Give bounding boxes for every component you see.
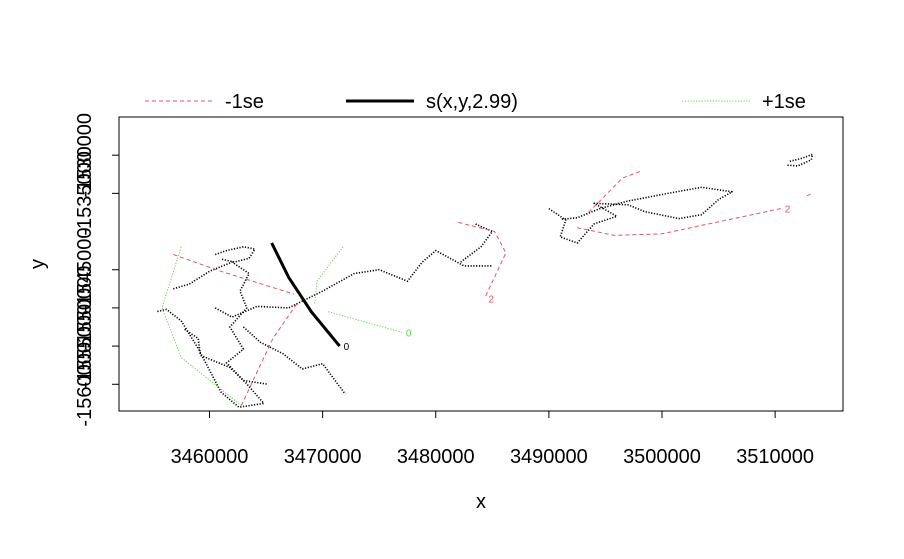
x-tick-label: 3500000 [623,446,701,468]
contour-lines: 0 2 2 0 [161,170,813,408]
contour-level-label: 2 [785,205,791,216]
x-axis-title: x [476,491,486,513]
coastline-outline [460,223,494,263]
contour-line [161,246,244,408]
x-tick-label: 3470000 [284,446,362,468]
x-tick-label: 3460000 [171,446,249,468]
legend: -1se s(x,y,2.99) +1se [145,91,806,113]
contour-line [270,242,341,348]
coastline-outline [242,326,346,395]
coastline-outline [156,261,265,408]
coastline-outline [214,246,256,263]
y-tick-label: -1550000 [74,266,96,351]
coastline-outline [184,328,269,386]
x-tick-label: 3480000 [397,446,475,468]
y-tick-label: -1530000 [74,113,96,198]
x-tick-label: 3490000 [510,446,588,468]
contour-level-label: 2 [488,295,494,306]
contour-line [588,170,643,213]
coastline-outlines [156,153,814,408]
contour-line [314,246,344,305]
contour-level-label: 0 [344,342,350,353]
x-tick-label: 3510000 [736,446,814,468]
y-tick-label: -1555000 [74,304,96,389]
legend-label: -1se [225,91,264,113]
y-axis-title: y [27,259,49,269]
contour-line [328,311,402,333]
contour-line [806,192,813,197]
x-axis: 3460000 3470000 3480000 3490000 3500000 35100… [171,410,814,468]
contour-line [577,208,781,236]
y-tick-label: -1545000 [74,227,96,312]
legend-label: +1se [762,91,806,113]
coastline-outline [214,249,493,318]
coastline-outline [548,186,733,244]
y-tick-label: -1535000 [74,151,96,236]
y-axis: -1530000-1535000-1545000-1550000-1555000… [74,113,120,427]
plot-frame [118,116,844,412]
contour-line [173,254,295,295]
coastline-outline [786,153,814,167]
legend-label: s(x,y,2.99) [426,91,518,113]
y-tick-label: -1560000 [74,342,96,427]
contour-level-label: 0 [406,328,412,339]
contour-line [458,221,507,299]
contour-line [240,303,298,406]
